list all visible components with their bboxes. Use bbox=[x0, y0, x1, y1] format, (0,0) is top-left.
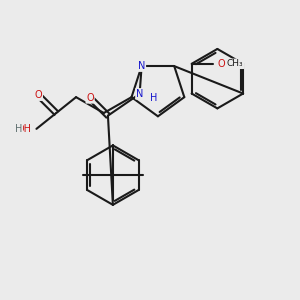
Text: N: N bbox=[136, 89, 143, 99]
Text: O: O bbox=[86, 93, 94, 103]
Text: H: H bbox=[150, 93, 157, 103]
Text: O: O bbox=[218, 59, 225, 69]
Text: CH₃: CH₃ bbox=[227, 59, 244, 68]
Text: N: N bbox=[138, 61, 145, 71]
Text: OH: OH bbox=[16, 124, 32, 134]
Text: H: H bbox=[15, 124, 22, 134]
Text: O: O bbox=[34, 90, 42, 100]
